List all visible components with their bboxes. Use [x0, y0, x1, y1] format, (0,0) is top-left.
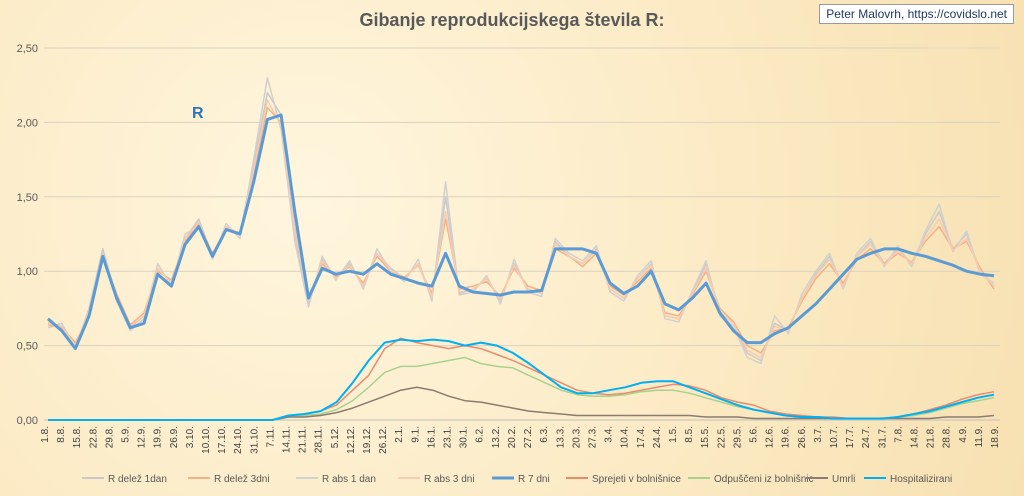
- x-tick-label: 5.9.: [121, 426, 132, 443]
- x-tick-label: 17.7.: [845, 426, 856, 448]
- legend-label: Sprejeti v bolnišnice: [592, 474, 681, 485]
- x-tick-label: 10.10.: [201, 426, 212, 454]
- x-tick-label: 10.7.: [829, 426, 840, 448]
- y-tick-label: 1,00: [17, 266, 38, 278]
- x-tick-label: 17.10.: [217, 426, 228, 454]
- x-tick-label: 19.6.: [781, 426, 792, 448]
- x-tick-label: 28.11.: [314, 426, 325, 453]
- x-tick-label: 19.12.: [362, 426, 373, 454]
- legend-label: R abs 3 dni: [424, 474, 475, 485]
- x-tick-label: 2.1.: [394, 426, 405, 443]
- legend-label: R 7 dni: [518, 474, 550, 485]
- x-tick-label: 22.8.: [88, 426, 99, 448]
- x-tick-label: 24.7.: [861, 426, 872, 448]
- x-tick-label: 26.9.: [169, 426, 180, 448]
- x-tick-label: 31.7.: [877, 426, 888, 448]
- series-line: [48, 108, 994, 354]
- y-tick-label: 0,00: [17, 415, 38, 427]
- legend-label: R delež 3dni: [214, 474, 270, 485]
- series-line: [48, 100, 994, 357]
- legend-label: Hospitalizirani: [890, 474, 952, 485]
- x-tick-label: 30.1.: [459, 426, 470, 448]
- x-tick-label: 27.2.: [523, 426, 534, 448]
- x-tick-label: 20.3.: [571, 426, 582, 448]
- x-tick-label: 21.8.: [926, 426, 937, 448]
- x-tick-label: 26.6.: [797, 426, 808, 448]
- x-tick-label: 12.12.: [346, 426, 357, 454]
- x-tick-label: 13.3.: [555, 426, 566, 448]
- x-tick-label: 15.8.: [72, 426, 83, 448]
- x-tick-label: 29.5.: [732, 426, 743, 448]
- x-tick-label: 5.6.: [748, 426, 759, 443]
- y-tick-label: 2,50: [17, 43, 38, 55]
- x-tick-label: 21.11.: [298, 426, 309, 453]
- legend-label: Odpuščeni iz bolnišnic: [714, 474, 814, 485]
- x-tick-label: 4.9.: [958, 426, 969, 443]
- y-tick-label: 2,00: [17, 117, 38, 129]
- x-tick-label: 12.9.: [137, 426, 148, 448]
- x-tick-label: 24.10.: [233, 426, 244, 454]
- x-tick-label: 12.6.: [765, 426, 776, 448]
- x-tick-label: 3.4.: [604, 426, 615, 443]
- x-tick-label: 7.8.: [893, 426, 904, 443]
- x-tick-label: 24.4.: [652, 426, 663, 448]
- x-tick-label: 14.8.: [909, 426, 920, 448]
- x-tick-label: 5.12.: [330, 426, 341, 448]
- x-tick-label: 16.1.: [426, 426, 437, 448]
- x-tick-label: 7.11.: [265, 426, 276, 448]
- x-tick-label: 22.5.: [716, 426, 727, 448]
- x-tick-label: 27.3.: [587, 426, 598, 448]
- x-tick-label: 19.9.: [153, 426, 164, 448]
- r-annotation: R: [192, 105, 204, 122]
- series-line: [48, 387, 994, 420]
- series-line: [48, 338, 994, 420]
- x-tick-label: 3.10.: [185, 426, 196, 448]
- x-tick-label: 20.2.: [507, 426, 518, 448]
- x-tick-label: 10.4.: [620, 426, 631, 448]
- x-tick-label: 13.2.: [491, 426, 502, 448]
- legend-label: Umrli: [832, 474, 855, 485]
- x-tick-label: 1.5.: [668, 426, 679, 443]
- x-tick-label: 26.12.: [378, 426, 389, 454]
- x-tick-label: 11.9.: [974, 426, 985, 448]
- series-line: [48, 340, 994, 420]
- x-tick-label: 8.8.: [56, 426, 67, 443]
- legend-label: R delež 1dan: [108, 474, 167, 485]
- x-tick-label: 9.1.: [410, 426, 421, 443]
- x-tick-label: 8.5.: [684, 426, 695, 443]
- legend-label: R abs 1 dan: [322, 474, 376, 485]
- x-tick-label: 14.11.: [282, 426, 293, 453]
- y-tick-label: 1,50: [17, 192, 38, 204]
- x-tick-label: 18.9.: [990, 426, 1001, 448]
- y-tick-label: 0,50: [17, 341, 38, 353]
- x-tick-label: 15.5.: [700, 426, 711, 448]
- x-tick-label: 29.8.: [104, 426, 115, 448]
- x-tick-label: 3.7.: [813, 426, 824, 443]
- series-line: [48, 358, 994, 421]
- x-tick-label: 6.3.: [539, 426, 550, 443]
- x-tick-label: 17.4.: [636, 426, 647, 448]
- x-tick-label: 1.8.: [40, 426, 51, 443]
- x-tick-label: 23.1.: [443, 426, 454, 448]
- series-line: [48, 93, 994, 361]
- series-line: [48, 78, 994, 364]
- x-tick-label: 6.2.: [475, 426, 486, 443]
- x-tick-label: 31.10.: [249, 426, 260, 454]
- x-tick-label: 28.8.: [942, 426, 953, 448]
